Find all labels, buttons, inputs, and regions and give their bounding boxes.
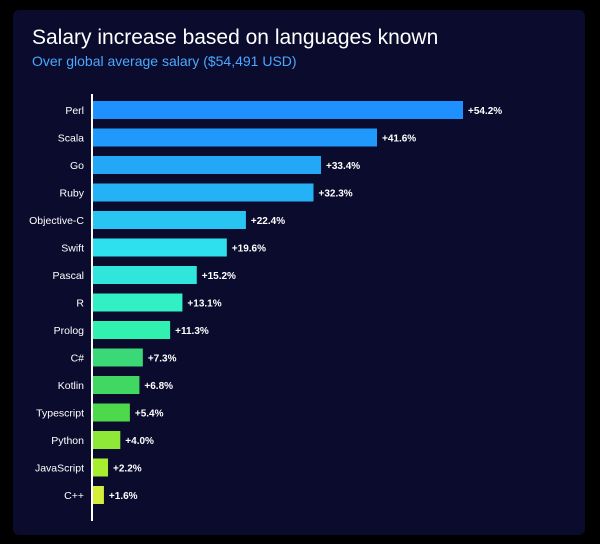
category-label: Prolog	[54, 325, 85, 337]
value-label: +2.2%	[113, 464, 142, 475]
bar-perl	[93, 101, 463, 119]
category-label: Swift	[61, 243, 84, 255]
category-label: Scala	[58, 133, 84, 145]
bar-pascal	[93, 266, 197, 284]
value-label: +54.2%	[468, 106, 502, 117]
bar-c	[93, 348, 143, 367]
value-label: +33.4%	[326, 161, 360, 172]
category-label: Perl	[65, 105, 84, 117]
bar-ruby	[93, 183, 314, 202]
category-label: Pascal	[52, 270, 84, 282]
value-label: +4.0%	[125, 436, 154, 447]
bar-scala	[93, 128, 377, 147]
bar-python	[93, 431, 121, 449]
bar-objective-c	[93, 211, 246, 229]
value-label: +1.6%	[109, 491, 138, 502]
value-label: +5.4%	[135, 409, 164, 420]
chart-subtitle: Over global average salary ($54,491 USD)	[32, 53, 297, 69]
category-label: C#	[71, 353, 85, 365]
category-label: Typescript	[36, 408, 84, 420]
category-label: C++	[64, 490, 84, 502]
category-label: R	[76, 298, 84, 310]
bar-kotlin	[93, 376, 140, 394]
bar-c	[93, 486, 104, 504]
value-label: +41.6%	[382, 134, 416, 145]
value-label: +6.8%	[144, 381, 173, 392]
bar-prolog	[93, 321, 171, 339]
value-label: +15.2%	[202, 271, 236, 282]
bar-swift	[93, 238, 227, 257]
bar-javascript	[93, 458, 109, 477]
category-label: Go	[70, 160, 84, 172]
category-label: Objective-C	[29, 215, 84, 227]
value-label: +7.3%	[148, 354, 177, 365]
bar-typescript	[93, 403, 130, 422]
bar-r	[93, 293, 183, 312]
category-label: Ruby	[59, 188, 84, 200]
category-label: JavaScript	[35, 463, 84, 475]
value-label: +13.1%	[187, 299, 221, 310]
category-label: Python	[51, 435, 84, 447]
value-label: +19.6%	[232, 244, 266, 255]
chart-title: Salary increase based on languages known	[32, 26, 439, 49]
value-label: +32.3%	[318, 189, 352, 200]
category-label: Kotlin	[58, 380, 84, 392]
bar-go	[93, 156, 322, 174]
value-label: +11.3%	[175, 326, 209, 337]
value-label: +22.4%	[251, 216, 285, 227]
